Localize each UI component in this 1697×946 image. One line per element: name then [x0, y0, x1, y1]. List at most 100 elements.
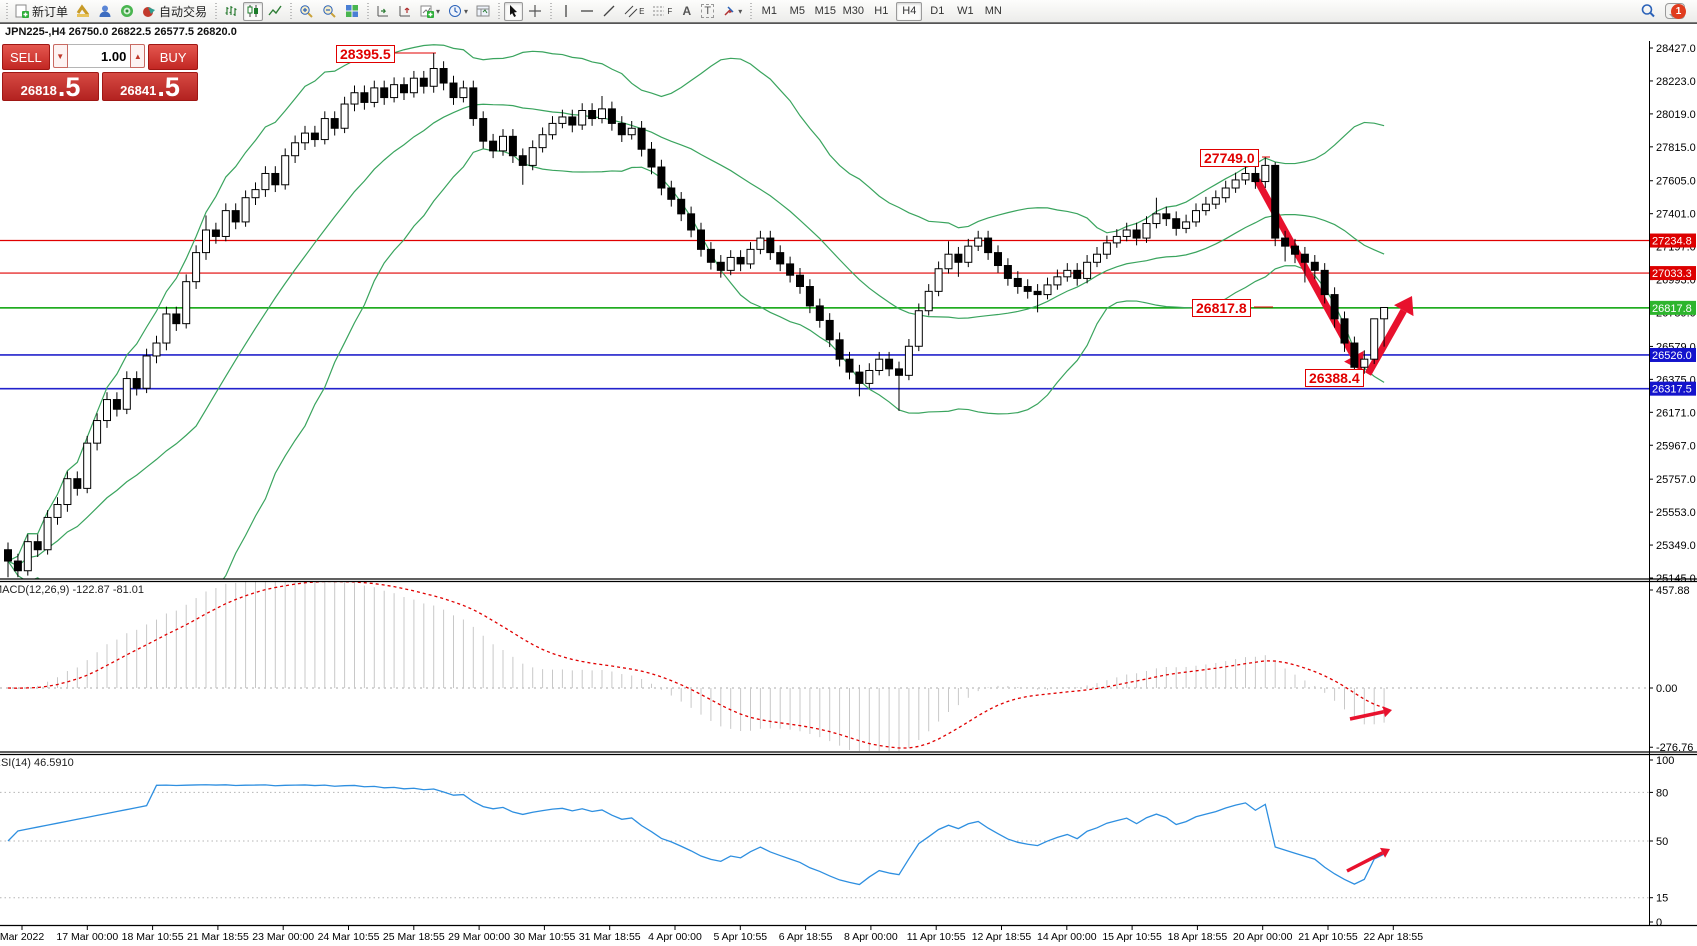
chart-shift-button[interactable]	[373, 2, 393, 21]
cursor-tool-button[interactable]	[504, 1, 524, 21]
crosshair-tool-button[interactable]	[525, 2, 545, 21]
text-label-tool-button[interactable]: T	[698, 2, 717, 21]
timeframe-d1-button[interactable]: D1	[930, 5, 945, 17]
svg-text:28019.0: 28019.0	[1656, 109, 1696, 121]
callout-swing-low-26388[interactable]: 26388.4	[1305, 369, 1364, 387]
time-label: 11 Apr 10:55	[907, 931, 966, 943]
timeframe-m1-button[interactable]: M1	[761, 5, 777, 17]
svg-text:457.88: 457.88	[1656, 585, 1690, 597]
timeframe-h4-button[interactable]: H4	[896, 1, 923, 21]
data-window-button[interactable]	[95, 2, 115, 21]
svg-text:25349.0: 25349.0	[1656, 540, 1696, 552]
main-pane	[0, 44, 1649, 579]
buy-price-main: 26841	[120, 83, 157, 98]
svg-text:25145.0: 25145.0	[1656, 573, 1696, 585]
zoom-in-icon	[299, 4, 314, 19]
svg-text:15: 15	[1656, 893, 1668, 905]
zoom-out-button[interactable]	[319, 2, 340, 21]
callout-swing-high-28395[interactable]: 28395.5	[336, 45, 395, 63]
callout-swing-high-27749[interactable]: 27749.0	[1200, 149, 1259, 167]
price-badge: 26317.5	[1652, 384, 1692, 396]
bar-chart-button[interactable]	[221, 2, 241, 21]
time-label: 12 Apr 18:55	[972, 931, 1032, 943]
price-badge: 26817.8	[1652, 303, 1692, 315]
vertical-line-tool-button[interactable]	[556, 2, 575, 21]
macd-label: MACD(12,26,9) -122.87 -81.01	[0, 584, 144, 596]
rsi-line	[7, 784, 1385, 886]
notifications-button[interactable]: 1	[1661, 2, 1689, 21]
text-tool-glyph: A	[682, 4, 692, 18]
dropdown-caret-icon: ▾	[436, 6, 441, 16]
periods-button[interactable]: ▾	[445, 2, 471, 21]
tile-windows-button[interactable]	[342, 2, 362, 21]
tile-windows-icon	[345, 4, 359, 18]
trendline-icon	[602, 4, 616, 18]
bollinger-lower	[7, 148, 1385, 579]
channel-tool-button[interactable]: E	[621, 2, 647, 21]
trendline-tool-button[interactable]	[599, 2, 619, 21]
new-chart-icon	[420, 4, 435, 18]
time-label: 6 Apr 18:55	[779, 931, 833, 943]
time-label: 25 Mar 18:55	[383, 931, 445, 943]
text-tool-button[interactable]: A	[677, 2, 696, 21]
svg-text:100: 100	[1656, 755, 1674, 767]
notification-badge: 1	[1671, 3, 1686, 19]
svg-text:0: 0	[1656, 917, 1662, 929]
timeframe-mn-button[interactable]: MN	[984, 5, 1002, 17]
svg-text:28427.0: 28427.0	[1656, 43, 1696, 55]
dropdown-caret-icon: ▾	[464, 6, 469, 16]
crosshair-icon	[528, 4, 542, 18]
volume-decrease-button[interactable]: ▼	[52, 44, 68, 68]
fibo-glyph: F	[667, 6, 673, 16]
timeframe-m5-button[interactable]: M5	[789, 5, 805, 17]
time-label: 31 Mar 18:55	[579, 931, 641, 943]
sell-button[interactable]: SELL	[2, 44, 50, 70]
price-badge: 27234.8	[1652, 236, 1692, 248]
timeframe-h1-button[interactable]: H1	[874, 5, 889, 17]
zoom-in-button[interactable]	[296, 2, 317, 21]
navigator-button[interactable]	[117, 2, 137, 21]
time-label: 24 Mar 10:55	[318, 931, 380, 943]
new-order-button[interactable]: 新订单	[12, 2, 71, 21]
svg-text:25757.0: 25757.0	[1656, 474, 1696, 486]
horizontal-line-tool-button[interactable]	[577, 2, 597, 21]
sell-price-display[interactable]: 26818 .5	[2, 72, 99, 101]
data-window-icon	[98, 4, 112, 18]
line-chart-icon	[268, 4, 282, 18]
horizontal-line-icon	[580, 6, 594, 16]
vertical-line-icon	[561, 4, 571, 18]
auto-trading-button[interactable]: 自动交易	[139, 2, 210, 21]
symbol-ohlc-line: JPN225-,H4 26750.0 26822.5 26577.5 26820…	[5, 26, 237, 38]
templates-button[interactable]	[473, 2, 493, 21]
volume-input[interactable]: 1.00	[67, 44, 131, 68]
callout-level-26817[interactable]: 26817.8	[1192, 299, 1251, 317]
timeframe-m15-button[interactable]: M15	[814, 5, 837, 17]
svg-text:50: 50	[1656, 836, 1668, 848]
auto-scroll-button[interactable]	[395, 2, 415, 21]
time-label: 22 Apr 18:55	[1364, 931, 1424, 943]
volume-increase-button[interactable]: ▲	[130, 44, 146, 68]
candlestick-chart-button[interactable]	[243, 1, 264, 21]
new-chart-button[interactable]: ▾	[417, 2, 443, 21]
timeframe-w1-button[interactable]: W1	[957, 5, 974, 17]
new-order-label: 新订单	[32, 4, 69, 19]
time-label: 17 Mar 00:00	[56, 931, 118, 943]
svg-text:-276.76: -276.76	[1656, 742, 1693, 754]
time-label: 8 Apr 00:00	[844, 931, 898, 943]
timeframe-m30-button[interactable]: M30	[842, 5, 865, 17]
time-label: 23 Mar 00:00	[252, 931, 314, 943]
buy-price-display[interactable]: 26841 .5	[102, 72, 198, 101]
line-chart-button[interactable]	[265, 2, 285, 21]
market-watch-button[interactable]	[73, 2, 93, 21]
time-label: 18 Apr 18:55	[1168, 931, 1228, 943]
fibonacci-tool-button[interactable]: F	[649, 2, 675, 21]
buy-button[interactable]: BUY	[148, 44, 198, 70]
search-button[interactable]	[1637, 2, 1659, 21]
macd-pane: MACD(12,26,9) -122.87 -81.01	[0, 582, 1649, 751]
buy-price-pips: .5	[157, 72, 180, 102]
price-axis: 28427.0 28223.0 28019.0 27815.0 27605.0 27401…	[0, 23, 1697, 929]
auto-scroll-icon	[398, 4, 412, 18]
toolbar-grip	[4, 3, 9, 19]
arrows-tool-button[interactable]: ▾	[719, 2, 745, 21]
